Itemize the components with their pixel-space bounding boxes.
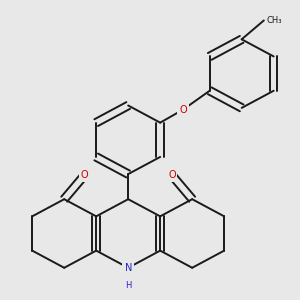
Text: CH₃: CH₃ bbox=[267, 16, 282, 25]
Text: H: H bbox=[125, 281, 131, 290]
Text: O: O bbox=[81, 170, 88, 180]
Text: N: N bbox=[124, 263, 132, 273]
Text: O: O bbox=[168, 170, 176, 180]
Text: O: O bbox=[179, 105, 187, 115]
